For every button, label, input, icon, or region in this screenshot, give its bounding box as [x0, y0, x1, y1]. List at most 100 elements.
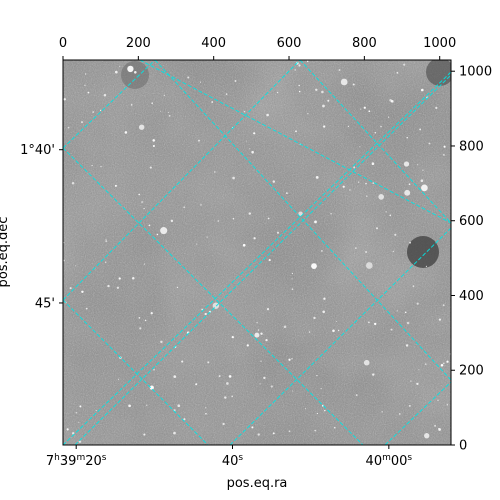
x-tick-label: 200	[126, 36, 151, 51]
ra-axis-bottom: 7h39m20s 40s 40m00s	[46, 445, 412, 469]
dark-corner-blob	[426, 60, 451, 86]
star	[231, 395, 233, 398]
star	[79, 405, 82, 408]
star	[143, 433, 146, 436]
star	[114, 70, 118, 74]
star	[272, 432, 275, 435]
star	[437, 399, 439, 402]
star	[323, 125, 326, 128]
star	[324, 409, 326, 412]
star	[442, 304, 445, 307]
star	[214, 171, 216, 173]
plot-frame	[62, 59, 452, 446]
star	[246, 344, 249, 347]
star	[132, 277, 135, 280]
star	[353, 166, 356, 169]
star	[408, 183, 411, 186]
star	[173, 375, 177, 378]
ra-tick-label: 7h39m20s	[46, 453, 107, 469]
star	[320, 249, 323, 252]
star	[315, 88, 318, 92]
star	[416, 302, 419, 305]
star	[372, 373, 375, 376]
star	[417, 164, 419, 166]
star	[63, 242, 65, 244]
star	[298, 90, 301, 93]
star	[428, 142, 431, 145]
star	[225, 93, 228, 95]
star	[84, 73, 87, 75]
star	[399, 413, 401, 415]
star	[127, 65, 134, 73]
star	[199, 81, 202, 83]
star	[139, 327, 142, 330]
y-tick-label: 400	[459, 289, 484, 304]
star	[151, 102, 153, 104]
grid-line	[63, 147, 364, 445]
star	[234, 80, 237, 82]
star	[308, 331, 311, 333]
star	[99, 109, 102, 112]
star	[152, 139, 155, 142]
star	[187, 76, 190, 79]
star	[388, 116, 390, 118]
star	[107, 284, 110, 288]
star	[251, 426, 254, 429]
star	[67, 126, 70, 129]
star	[143, 263, 146, 265]
star	[443, 154, 445, 156]
star	[408, 404, 411, 407]
star	[316, 412, 319, 415]
star	[253, 132, 256, 135]
star	[446, 404, 448, 406]
star	[103, 94, 107, 97]
x-tick-label: 600	[277, 36, 302, 51]
star	[442, 362, 445, 365]
star	[406, 321, 410, 325]
star	[263, 376, 266, 380]
star	[138, 193, 141, 196]
star	[412, 285, 415, 287]
y-tick-label: 0	[459, 439, 467, 454]
star	[257, 329, 260, 331]
star	[218, 375, 221, 378]
star	[424, 433, 430, 439]
star-field	[63, 60, 451, 443]
star	[78, 421, 80, 423]
star	[100, 165, 102, 168]
star	[378, 194, 385, 200]
grid-line	[384, 381, 451, 445]
star	[392, 250, 395, 253]
star	[380, 125, 382, 128]
star	[265, 338, 268, 342]
x-tick-label: 1000	[423, 36, 456, 51]
star	[425, 363, 427, 365]
star	[294, 69, 297, 71]
star	[406, 137, 408, 139]
star	[130, 104, 133, 106]
star	[381, 411, 383, 413]
star	[365, 250, 368, 254]
star	[443, 145, 446, 148]
star	[197, 139, 201, 142]
star	[438, 427, 440, 430]
star	[173, 431, 176, 435]
star	[85, 307, 88, 310]
grid-line	[139, 60, 451, 224]
star	[260, 360, 262, 362]
star	[124, 131, 128, 134]
star	[295, 130, 297, 133]
star	[396, 310, 398, 312]
star	[128, 404, 131, 408]
star	[242, 243, 246, 247]
star	[335, 320, 337, 323]
star	[347, 125, 350, 127]
star	[266, 308, 270, 311]
star	[119, 65, 121, 67]
star	[340, 78, 348, 86]
star	[222, 422, 225, 426]
star	[63, 259, 65, 262]
star	[272, 180, 276, 183]
star	[323, 297, 326, 300]
star	[276, 231, 280, 234]
